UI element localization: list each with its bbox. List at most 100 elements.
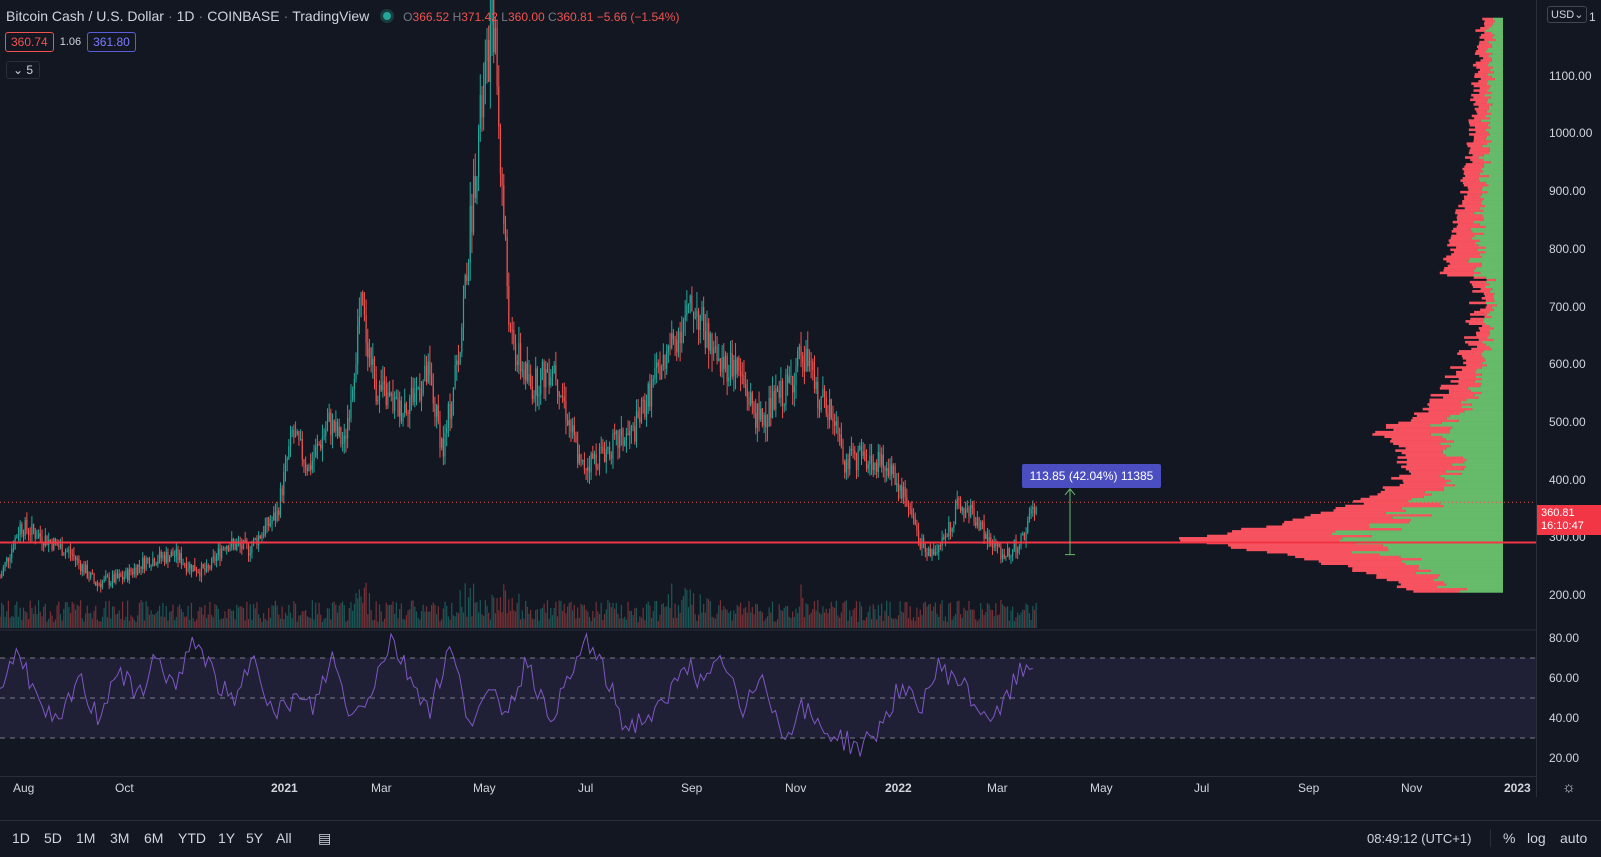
volume-profile-down (1484, 315, 1492, 319)
timeframe-1y[interactable]: 1Y (218, 830, 236, 846)
candle-body (887, 468, 889, 477)
candle-body (568, 420, 570, 426)
price-axis[interactable]: 1 1100.00 1000.00 900.00 800.00 700.00 600.00 5… (1536, 0, 1601, 797)
clock[interactable]: 08:49:12 (UTC+1) (1367, 831, 1472, 846)
time-axis[interactable]: Aug Oct 2021 Mar May Jul Sep Nov 2022 Mar May Jul Se… (0, 776, 1536, 798)
volume-bar (137, 615, 139, 628)
time-tick: Sep (1298, 781, 1320, 795)
volume-profile-up (1479, 179, 1503, 182)
indicators-toggle[interactable]: ⌄ 5 (6, 61, 41, 79)
candle-body (120, 574, 122, 577)
candle-body (815, 381, 817, 389)
timeframe-all[interactable]: All (276, 830, 292, 846)
volume-bar (881, 603, 883, 628)
sell-button[interactable]: 360.74 (5, 32, 54, 52)
volume-bar (389, 604, 391, 628)
volume-bar (31, 607, 33, 628)
volume-profile-down (1467, 144, 1483, 148)
auto-scale-toggle[interactable]: auto (1560, 830, 1588, 846)
volume-profile-up (1476, 375, 1503, 379)
volume-bar (561, 611, 564, 628)
candle-body (600, 446, 602, 448)
volume-profile-up (1492, 66, 1503, 69)
volume-profile-down (1452, 220, 1474, 224)
candle-body (158, 551, 161, 561)
candle-body (106, 576, 109, 578)
timeframe-1m[interactable]: 1M (76, 830, 96, 846)
volume-bar (152, 614, 154, 628)
candle-body (204, 567, 206, 572)
candle-body (694, 317, 696, 319)
currency-selector[interactable]: USD⌄ (1547, 6, 1588, 23)
volume-profile-down (1393, 428, 1451, 432)
volume-profile-up (1481, 382, 1503, 385)
percent-scale-toggle[interactable]: % (1503, 830, 1516, 846)
candle-body (755, 413, 757, 428)
volume-profile-up (1471, 403, 1503, 406)
volume-bar (145, 601, 147, 628)
volume-bar (190, 602, 193, 628)
volume-bar (454, 616, 456, 628)
candle-body (1030, 509, 1032, 514)
volume-bar (709, 601, 711, 628)
volume-bar (266, 620, 268, 628)
candle-body (583, 460, 586, 470)
volume-profile-up (1488, 54, 1503, 58)
volume-bar (679, 612, 681, 628)
volume-profile-down (1410, 419, 1459, 422)
timeframe-5d[interactable]: 5D (44, 830, 62, 846)
candle-body (647, 383, 649, 407)
volume-profile-down (1246, 548, 1389, 552)
timeframe-1d[interactable]: 1D (12, 830, 30, 846)
volume-profile-up (1459, 412, 1503, 415)
volume-bar (51, 615, 53, 628)
timeframe-5y[interactable]: 5Y (246, 830, 264, 846)
buy-button[interactable]: 361.80 (87, 32, 136, 52)
volume-bar (58, 601, 60, 628)
volume-bar (328, 608, 330, 628)
volume-bar (488, 612, 490, 628)
candle-body (128, 568, 130, 581)
candle-body (467, 262, 470, 281)
candle-body (153, 558, 156, 566)
volume-bar (231, 610, 233, 628)
volume-bar (113, 606, 115, 628)
volume-profile-up (1488, 61, 1503, 65)
volume-bar (153, 614, 156, 628)
volume-profile-up (1477, 248, 1503, 252)
candle-body (308, 465, 310, 472)
volume-bar (944, 616, 947, 628)
volume-bar (239, 606, 241, 628)
volume-bar (116, 613, 119, 628)
settings-gear-icon[interactable]: ☼ (1562, 779, 1576, 796)
volume-bar (101, 616, 104, 628)
volume-profile-up (1446, 583, 1503, 586)
volume-bar (436, 614, 438, 628)
timeframe-3m[interactable]: 3M (110, 830, 130, 846)
timeframe-ytd[interactable]: YTD (178, 830, 206, 846)
candle-body (336, 421, 339, 436)
volume-bar (545, 612, 547, 628)
candle-body (699, 315, 701, 330)
candle-body (54, 538, 57, 543)
date-range-calendar-icon[interactable]: ▤ (318, 830, 332, 846)
candle-body (90, 572, 92, 578)
volume-bar (142, 601, 144, 628)
candle-body (305, 463, 307, 468)
volume-profile-down (1464, 197, 1484, 201)
volume-profile-down (1380, 490, 1425, 494)
volume-bar (558, 600, 560, 628)
symbol-legend[interactable]: Bitcoin Cash / U.S. Dollar · 1D · COINBASE · T… (6, 8, 680, 24)
timeframe-6m[interactable]: 6M (144, 830, 164, 846)
candle-body (348, 418, 350, 420)
candle-body (316, 444, 318, 448)
volume-bar (946, 621, 948, 628)
log-scale-toggle[interactable]: log (1527, 830, 1546, 846)
candle-body (530, 374, 532, 387)
candle-body (16, 537, 18, 539)
volume-profile-up (1484, 93, 1503, 97)
volume-bar (214, 604, 216, 628)
volume-bar (902, 612, 905, 628)
volume-bar (461, 606, 463, 628)
